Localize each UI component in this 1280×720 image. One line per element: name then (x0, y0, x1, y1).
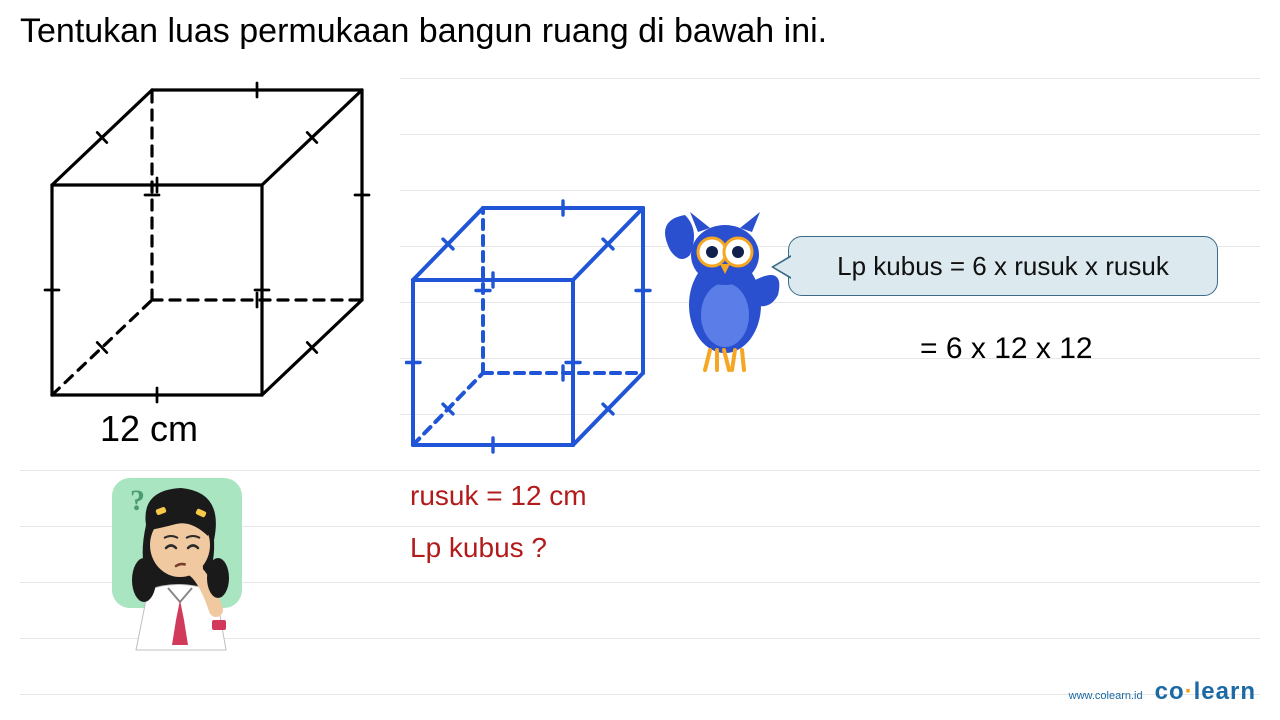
black-cube-diagram (40, 75, 380, 405)
owl-mascot-icon (660, 210, 780, 380)
logo-url: www.colearn.id (1069, 690, 1143, 702)
student-thinking-icon: ? (96, 470, 266, 660)
logo-brand-learn: learn (1194, 678, 1256, 705)
formula-text: Lp kubus = 6 x rusuk x rusuk (837, 251, 1169, 282)
logo-brand: co·learn (1155, 678, 1256, 706)
logo-dot-icon: · (1185, 678, 1194, 705)
given-rusuk-text: rusuk = 12 cm (410, 480, 587, 512)
logo-brand-co: co (1155, 678, 1185, 705)
formula-speech-bubble: Lp kubus = 6 x rusuk x rusuk (788, 236, 1218, 296)
edge-length-label: 12 cm (100, 408, 198, 450)
blue-cube-diagram (405, 195, 655, 455)
page-title: Tentukan luas permukaan bangun ruang di … (20, 12, 827, 51)
calculation-step: = 6 x 12 x 12 (920, 332, 1093, 366)
colearn-logo: www.colearn.id co·learn (1069, 678, 1256, 706)
question-lp-text: Lp kubus ? (410, 532, 547, 564)
svg-text:?: ? (130, 484, 145, 517)
